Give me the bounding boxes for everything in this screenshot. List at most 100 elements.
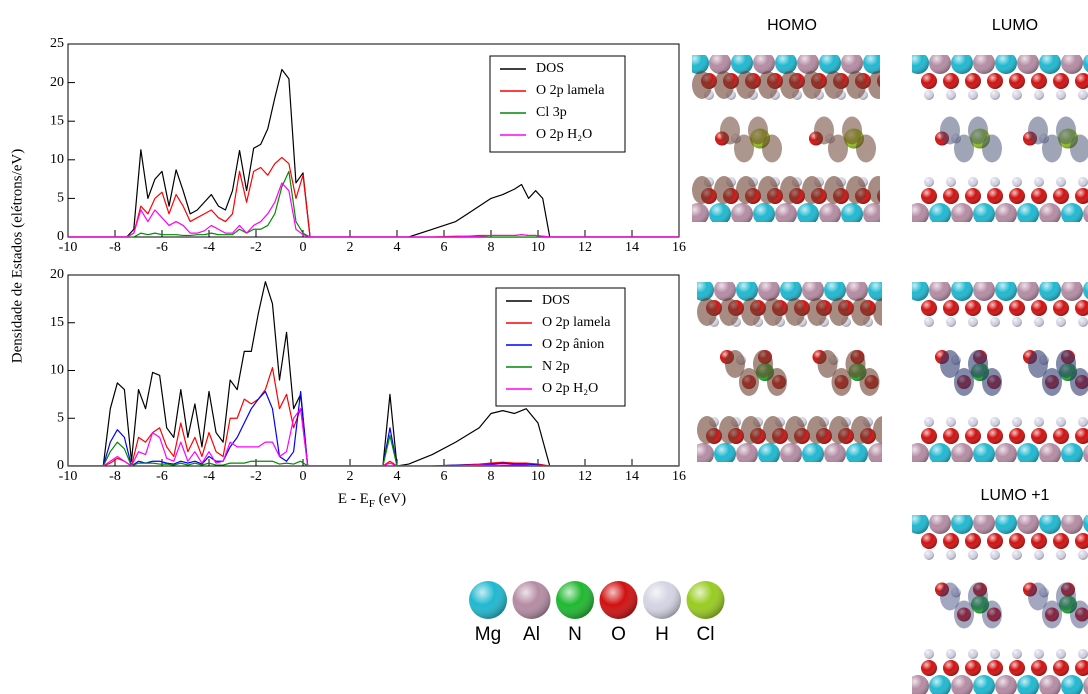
atom-shine	[885, 203, 907, 225]
atom-shine	[1009, 533, 1025, 549]
legend-label: O 2p lamela	[542, 315, 611, 330]
x-tick-label: -4	[203, 469, 215, 484]
atom-shine	[1056, 550, 1066, 560]
atom-shine	[921, 660, 937, 676]
orbital-lobe	[845, 350, 866, 378]
orbital-lobe	[851, 416, 871, 444]
legend-label: O 2p lamela	[536, 83, 605, 98]
atom-shine	[797, 203, 819, 222]
atom-shine	[1053, 188, 1069, 204]
atom-shine	[643, 581, 681, 619]
legend-label: O 2p H₂O	[536, 127, 592, 142]
atom-shine	[1039, 282, 1061, 301]
atom-shine	[951, 443, 973, 462]
atom-shine	[912, 515, 929, 534]
x-tick-label: -10	[59, 240, 78, 255]
atom-shine	[957, 607, 971, 622]
orbital-lobe	[734, 134, 754, 163]
atom-shine	[1031, 533, 1047, 549]
x-tick-label: -6	[156, 240, 168, 255]
atom-shine	[965, 73, 981, 89]
atom-shine	[1012, 550, 1022, 560]
atom-shine	[556, 581, 594, 619]
y-tick-label: 5	[57, 410, 64, 425]
orbital-panel	[912, 282, 1088, 462]
orbital-lobe	[824, 71, 844, 99]
atom-shine	[1053, 300, 1069, 316]
atom-shine	[880, 90, 890, 100]
orbital-lobe	[802, 176, 822, 204]
x-tick-label: 10	[531, 240, 545, 255]
atom-shine	[1056, 417, 1066, 427]
atom-shine	[965, 188, 981, 204]
atom-shine	[1075, 300, 1088, 316]
atom-shine	[946, 417, 956, 427]
legend-label: O 2p ânion	[542, 337, 604, 352]
atom-shine	[882, 428, 898, 444]
orbital-lobe	[763, 298, 783, 326]
atom-shine	[1031, 660, 1047, 676]
atom-shine	[1078, 177, 1088, 187]
orbital-lobe	[758, 176, 778, 204]
atom-shine	[943, 73, 959, 89]
atom-shine	[1017, 282, 1039, 301]
atom-shine	[902, 90, 912, 100]
y-tick-label: 5	[57, 191, 64, 206]
y-tick-label: 0	[57, 458, 64, 473]
atom-shine	[987, 533, 1003, 549]
atom-shine	[819, 203, 841, 222]
atom-shine	[1075, 660, 1088, 676]
atom-shine	[987, 73, 1003, 89]
atom-shine	[987, 428, 1003, 444]
atom-shine	[973, 515, 995, 534]
orbital-lobe	[824, 176, 844, 204]
series-line	[68, 182, 679, 237]
atom-shine	[1078, 90, 1088, 100]
atom-shine	[943, 300, 959, 316]
orbital-lobe	[741, 416, 761, 444]
atom-shine	[1009, 73, 1025, 89]
atom-shine	[841, 203, 863, 222]
atom-shine	[1083, 282, 1088, 300]
atom-shine	[731, 55, 753, 74]
atom-shine	[1075, 428, 1088, 444]
atom	[899, 73, 915, 89]
atom-shine	[697, 282, 714, 301]
orbital-lobe	[873, 298, 882, 326]
atom-shine	[990, 649, 1000, 659]
x-tick-label: -2	[250, 240, 262, 255]
atom-shine	[1056, 90, 1066, 100]
y-tick-label: 15	[50, 113, 64, 128]
atom-shine	[469, 581, 507, 619]
atom-shine	[946, 649, 956, 659]
atom-shine	[973, 443, 995, 462]
orbital-lobe	[692, 176, 712, 204]
orbital-lobe	[954, 600, 974, 629]
legend-label: O 2p H₂O	[542, 381, 598, 396]
y-tick-label: 25	[50, 36, 64, 51]
atom-shine	[965, 660, 981, 676]
atom-shine	[929, 443, 951, 462]
atom-shine	[1009, 188, 1025, 204]
orbital-lobe	[802, 71, 822, 99]
atom-shine	[1053, 428, 1069, 444]
atom-shine	[1039, 515, 1061, 534]
atom-shine	[943, 660, 959, 676]
atom-shine	[935, 582, 949, 597]
series-line	[68, 281, 679, 466]
atom-shine	[758, 443, 780, 462]
atom-shine	[965, 533, 981, 549]
atom-shine	[912, 443, 929, 462]
atom-label: H	[655, 624, 669, 645]
atom-shine	[907, 317, 917, 327]
orbital-lobe	[714, 176, 734, 204]
atom-shine	[968, 417, 978, 427]
orbital-lobe	[940, 116, 960, 145]
atom-shine	[797, 55, 819, 74]
atom	[902, 90, 912, 100]
orbital-lobe	[780, 176, 800, 204]
orbital-lobe	[873, 416, 882, 444]
y-tick-label: 10	[50, 363, 64, 378]
atom-shine	[1009, 428, 1025, 444]
atom	[885, 203, 907, 225]
